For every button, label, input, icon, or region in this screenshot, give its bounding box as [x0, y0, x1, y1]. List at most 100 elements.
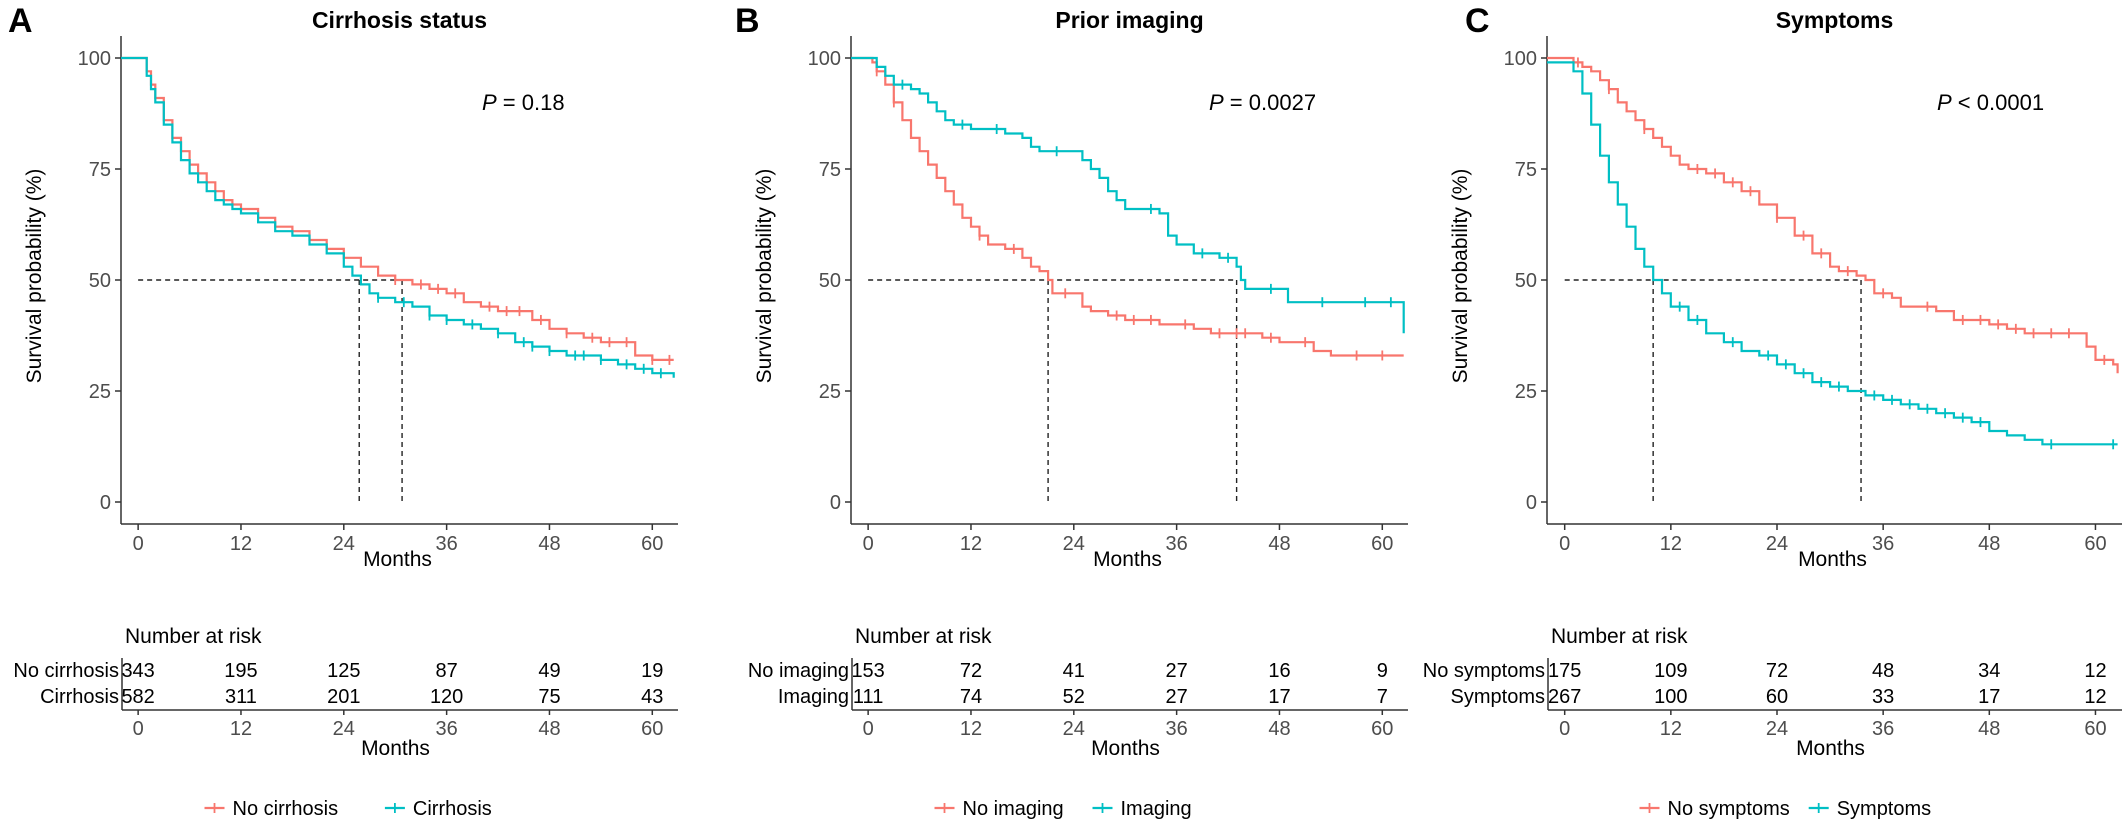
legend-label: Symptoms — [1837, 798, 1931, 820]
km-curve-group1 — [121, 56, 674, 361]
km-curve-group1 — [851, 56, 1404, 357]
risk-x-tick-label: 36 — [1166, 718, 1188, 740]
panel-b: B Prior imaging 0 25 50 75 100 0 12 24 36 48 60 Month… — [735, 2, 1408, 820]
risk-value: 43 — [641, 686, 663, 708]
y-tick-label: 100 — [1504, 48, 1537, 70]
y-tick-label: 25 — [1515, 381, 1537, 403]
x-tick-label: 48 — [538, 533, 560, 555]
risk-x-tick-label: 24 — [333, 718, 355, 740]
x-tick-label: 24 — [1063, 533, 1085, 555]
risk-x-tick-label: 48 — [1978, 718, 2000, 740]
risk-value: 52 — [1063, 686, 1085, 708]
risk-group-label: No imaging — [748, 660, 849, 682]
x-tick-label: 48 — [1268, 533, 1290, 555]
y-tick-label: 0 — [830, 492, 841, 514]
risk-x-axis-title: Months — [1796, 737, 1865, 760]
risk-value: 153 — [851, 660, 884, 682]
risk-value: 582 — [121, 686, 154, 708]
y-axis-title: Survival probability (%) — [753, 169, 776, 384]
y-tick-label: 25 — [819, 381, 841, 403]
risk-value: 74 — [960, 686, 982, 708]
legend-label: No symptoms — [1668, 798, 1790, 820]
risk-x-tick-label: 60 — [1371, 718, 1393, 740]
risk-value: 100 — [1654, 686, 1687, 708]
y-tick-label: 75 — [1515, 159, 1537, 181]
x-tick-label: 0 — [863, 533, 874, 555]
risk-x-tick-label: 12 — [960, 718, 982, 740]
x-tick-label: 12 — [230, 533, 252, 555]
risk-x-tick-label: 0 — [133, 718, 144, 740]
risk-value: 311 — [225, 686, 257, 708]
risk-value: 27 — [1166, 686, 1188, 708]
panel-a: A Cirrhosis status 0 25 50 75 100 0 12 24 36 48 60 Mo… — [8, 2, 678, 820]
risk-x-tick-label: 0 — [1559, 718, 1570, 740]
legend-label: No imaging — [963, 798, 1064, 820]
y-tick-label: 25 — [89, 381, 111, 403]
risk-x-tick-label: 24 — [1063, 718, 1085, 740]
y-tick-label: 100 — [78, 48, 111, 70]
panel-title: Cirrhosis status — [312, 7, 487, 33]
y-tick-label: 100 — [808, 48, 841, 70]
risk-table-title: Number at risk — [125, 625, 262, 648]
p-value: P < 0.0001 — [1937, 90, 2044, 115]
risk-value: 12 — [2084, 686, 2106, 708]
risk-value: 195 — [224, 660, 257, 682]
x-tick-label: 36 — [1166, 533, 1188, 555]
legend-label: Imaging — [1121, 798, 1192, 820]
legend-label: Cirrhosis — [413, 798, 492, 820]
risk-x-tick-label: 60 — [641, 718, 663, 740]
panel-title: Symptoms — [1776, 7, 1894, 33]
risk-x-tick-label: 60 — [2084, 718, 2106, 740]
risk-x-tick-label: 24 — [1766, 718, 1788, 740]
y-tick-label: 50 — [89, 270, 111, 292]
risk-group-label: Symptoms — [1451, 686, 1545, 708]
risk-value: 111 — [853, 686, 883, 708]
risk-value: 267 — [1548, 686, 1581, 708]
p-value: P = 0.0027 — [1209, 90, 1316, 115]
x-tick-label: 24 — [333, 533, 355, 555]
risk-x-tick-label: 12 — [230, 718, 252, 740]
risk-table-title: Number at risk — [855, 625, 992, 648]
risk-value: 343 — [121, 660, 154, 682]
km-curve-group2 — [121, 56, 675, 378]
risk-value: 12 — [2084, 660, 2106, 682]
risk-group-label: No cirrhosis — [13, 660, 119, 682]
panel-c: C Symptoms 0 25 50 75 100 0 12 24 36 48 60 Months Surv… — [1423, 2, 2122, 820]
risk-x-tick-label: 0 — [863, 718, 874, 740]
risk-value: 27 — [1166, 660, 1188, 682]
risk-value: 72 — [1766, 660, 1788, 682]
x-tick-label: 48 — [1978, 533, 2000, 555]
x-tick-label: 36 — [436, 533, 458, 555]
panel-letter: A — [8, 2, 33, 40]
x-tick-label: 0 — [133, 533, 144, 555]
risk-x-tick-label: 36 — [1872, 718, 1894, 740]
p-value: P = 0.18 — [482, 90, 565, 115]
risk-value: 87 — [436, 660, 458, 682]
y-tick-label: 50 — [1515, 270, 1537, 292]
y-tick-label: 50 — [819, 270, 841, 292]
risk-x-axis-title: Months — [1091, 737, 1160, 760]
risk-x-tick-label: 12 — [1660, 718, 1682, 740]
x-tick-label: 36 — [1872, 533, 1894, 555]
risk-x-tick-label: 48 — [538, 718, 560, 740]
risk-value: 60 — [1766, 686, 1788, 708]
risk-value: 175 — [1548, 660, 1581, 682]
risk-value: 9 — [1377, 660, 1388, 682]
x-tick-label: 12 — [1660, 533, 1682, 555]
x-tick-label: 0 — [1559, 533, 1570, 555]
risk-value: 17 — [1268, 686, 1290, 708]
x-axis-title: Months — [1798, 548, 1867, 571]
x-axis-title: Months — [1093, 548, 1162, 571]
risk-value: 49 — [538, 660, 560, 682]
x-tick-label: 60 — [2084, 533, 2106, 555]
panel-letter: B — [735, 2, 760, 40]
x-tick-label: 60 — [1371, 533, 1393, 555]
risk-x-axis-title: Months — [361, 737, 430, 760]
risk-value: 41 — [1063, 660, 1085, 682]
y-tick-label: 0 — [1526, 492, 1537, 514]
risk-table-title: Number at risk — [1551, 625, 1688, 648]
x-tick-label: 12 — [960, 533, 982, 555]
risk-group-label: No symptoms — [1423, 660, 1545, 682]
risk-value: 72 — [960, 660, 982, 682]
